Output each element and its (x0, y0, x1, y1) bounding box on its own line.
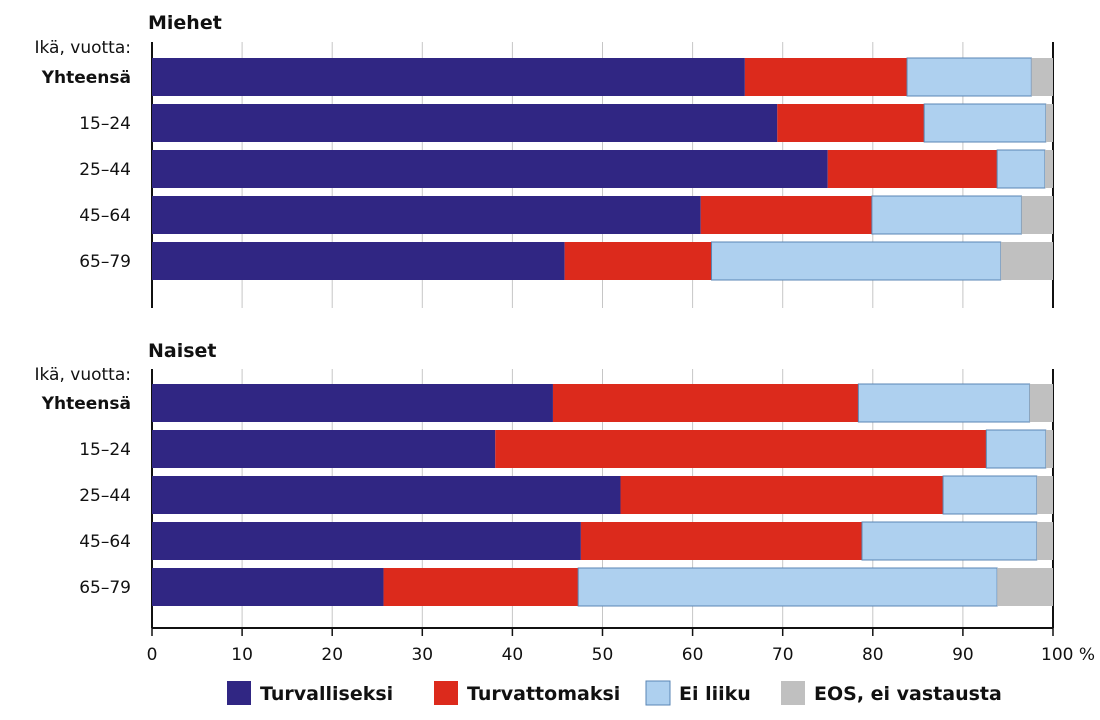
legend-label: Ei liiku (679, 683, 751, 705)
bar-segment-ei-liiku-2 (942, 475, 1038, 515)
bar-segment-turvattomaksi-1 (495, 430, 987, 468)
bar-segment-turvalliseksi-4 (152, 242, 565, 280)
bar-segment-eos-ei-vastausta-4 (1000, 242, 1053, 280)
x-tick-label: 60 (682, 645, 704, 665)
category-label: 65–79 (79, 578, 131, 598)
bar-segment-turvattomaksi-2 (827, 150, 998, 188)
bar-segment-ei-liiku-4 (577, 567, 998, 607)
category-label: 25–44 (79, 486, 131, 506)
category-label: 15–24 (79, 440, 131, 460)
bar-segment-eos-ei-vastausta-4 (997, 568, 1053, 606)
bar-segment-ei-liiku-0 (906, 57, 1032, 97)
bar-segment-eos-ei-vastausta-2 (1044, 150, 1053, 188)
category-label: 65–79 (79, 252, 131, 272)
x-tick-label: 30 (411, 645, 433, 665)
bar-segment-turvattomaksi-2 (620, 476, 944, 514)
bar-segment-ei-liiku-1 (985, 429, 1047, 469)
bar-segment-turvattomaksi-0 (552, 384, 859, 422)
legend-swatch-turvalliseksi (227, 681, 251, 705)
bar-segment-turvalliseksi-2 (152, 476, 621, 514)
legend-swatch-eos-ei-vastausta (781, 681, 805, 705)
bar-segment-ei-liiku-2 (996, 149, 1046, 189)
x-tick-label: 20 (321, 645, 343, 665)
bar-segment-turvattomaksi-0 (744, 58, 908, 96)
category-label: 45–64 (79, 206, 131, 226)
panel-title: Miehet (148, 12, 222, 34)
panel-naiset: Naiset Ikä, vuotta: Yhteensä 15–24 25–44 45–6… (35, 340, 1054, 628)
bar-segment-ei-liiku-3 (871, 195, 1022, 235)
bar-segment-turvalliseksi-3 (152, 522, 581, 560)
bar-segment-turvalliseksi-1 (152, 104, 778, 142)
category-label: 45–64 (79, 532, 131, 552)
bar-segment-turvattomaksi-3 (580, 522, 862, 560)
bar-segment-turvattomaksi-3 (700, 196, 872, 234)
bar-segment-ei-liiku-0 (857, 383, 1031, 423)
category-label: Yhteensä (41, 68, 131, 88)
x-tick-label: 40 (502, 645, 524, 665)
x-tick-label: 0 (147, 645, 158, 665)
x-tick-label: 10 (231, 645, 253, 665)
bar-segment-ei-liiku-1 (923, 103, 1047, 143)
bar-segment-eos-ei-vastausta-0 (1029, 384, 1053, 422)
bar-segment-turvattomaksi-4 (383, 568, 579, 606)
bar-segment-turvalliseksi-2 (152, 150, 828, 188)
bar-segment-turvalliseksi-0 (152, 384, 553, 422)
panel-miehet: Miehet Ikä, vuotta: Yhteensä 15–24 25–44 45–6… (35, 12, 1054, 308)
x-tick-label: 100 % (1041, 645, 1095, 665)
bar-segment-turvalliseksi-3 (152, 196, 701, 234)
bar-segment-turvalliseksi-1 (152, 430, 496, 468)
bar-segment-eos-ei-vastausta-1 (1045, 430, 1053, 468)
legend-label: EOS, ei vastausta (814, 683, 1002, 705)
bar-segment-eos-ei-vastausta-1 (1045, 104, 1053, 142)
bar-segment-turvattomaksi-4 (564, 242, 712, 280)
legend-label: Turvalliseksi (260, 683, 393, 705)
category-caption: Ikä, vuotta: (35, 38, 132, 58)
legend: Turvalliseksi Turvattomaksi Ei liiku EOS, e… (227, 680, 1002, 706)
bar-segment-ei-liiku-4 (711, 241, 1002, 281)
bar-segment-turvalliseksi-4 (152, 568, 384, 606)
category-caption: Ikä, vuotta: (35, 365, 132, 385)
bar-segment-eos-ei-vastausta-2 (1036, 476, 1053, 514)
panel-title: Naiset (148, 340, 217, 362)
x-axis: 0 10 20 30 40 50 60 70 80 90 100 % (147, 627, 1095, 665)
category-label: 25–44 (79, 160, 131, 180)
category-label: 15–24 (79, 114, 131, 134)
legend-swatch-ei-liiku (645, 680, 671, 706)
bar-segment-turvalliseksi-0 (152, 58, 745, 96)
category-label: Yhteensä (41, 394, 131, 414)
x-tick-label: 50 (592, 645, 614, 665)
x-tick-label: 80 (862, 645, 884, 665)
legend-swatch-turvattomaksi (434, 681, 458, 705)
legend-label: Turvattomaksi (467, 683, 620, 705)
bar-segment-eos-ei-vastausta-0 (1031, 58, 1053, 96)
bar-segment-eos-ei-vastausta-3 (1036, 522, 1053, 560)
chart-panels: Miehet Ikä, vuotta: Yhteensä 15–24 25–44 45–6… (35, 12, 1054, 628)
bar-segment-turvattomaksi-1 (777, 104, 925, 142)
x-tick-label: 70 (772, 645, 794, 665)
bar-segment-eos-ei-vastausta-3 (1021, 196, 1053, 234)
bar-segment-ei-liiku-3 (861, 521, 1038, 561)
x-tick-label: 90 (952, 645, 974, 665)
